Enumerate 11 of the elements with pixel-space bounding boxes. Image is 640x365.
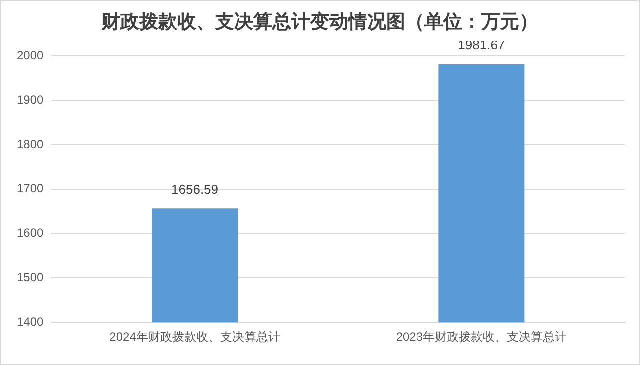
x-tick-label: 2024年财政拨款收、支决算总计	[110, 330, 280, 344]
y-tick-label: 1500	[16, 270, 44, 285]
y-tick-label: 1600	[16, 226, 44, 240]
y-tick-label: 1900	[16, 92, 44, 107]
y-tick-label: 1700	[16, 182, 44, 196]
y-tick-label: 1400	[16, 314, 44, 329]
x-tick-label: 2023年财政拨款收、支决算总计	[396, 330, 568, 344]
y-tick-label: 1800	[16, 137, 44, 152]
chart-title: 财政拨款收、支决算总计变动情况图（单位：万元）	[100, 10, 540, 35]
data-label: 1656.59	[172, 182, 219, 197]
y-tick-label: 2000	[16, 48, 44, 63]
